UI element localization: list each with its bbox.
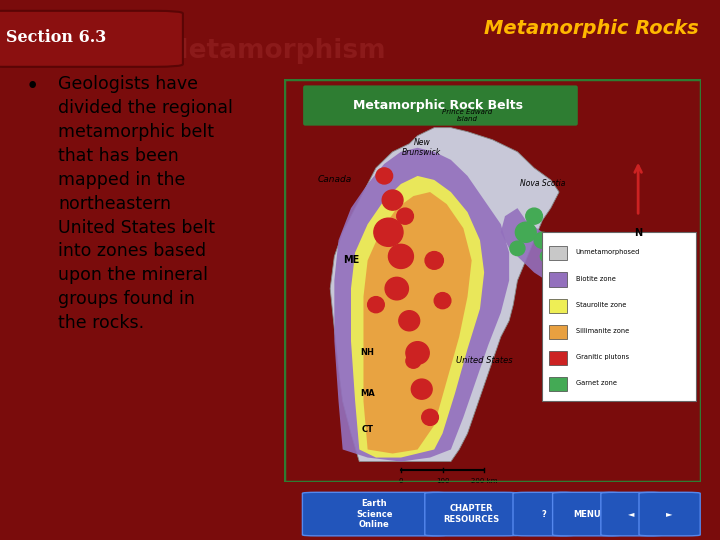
Text: Canada: Canada: [318, 176, 352, 185]
Circle shape: [376, 168, 392, 184]
Circle shape: [399, 310, 420, 331]
FancyBboxPatch shape: [513, 492, 575, 536]
FancyBboxPatch shape: [425, 492, 518, 536]
Polygon shape: [330, 127, 559, 462]
Circle shape: [411, 379, 432, 399]
Circle shape: [368, 296, 384, 313]
Text: Nova Scotia: Nova Scotia: [520, 179, 565, 188]
Circle shape: [510, 241, 525, 255]
Text: Biotite zone: Biotite zone: [576, 275, 616, 281]
Circle shape: [382, 190, 403, 210]
Text: Staurolite zone: Staurolite zone: [576, 302, 626, 308]
Polygon shape: [364, 192, 472, 454]
Circle shape: [406, 342, 429, 364]
Text: United States: United States: [456, 356, 513, 366]
Text: Garnet zone: Garnet zone: [576, 380, 617, 386]
Circle shape: [406, 354, 421, 368]
Polygon shape: [501, 208, 559, 280]
Bar: [549, 246, 567, 260]
Text: N: N: [634, 228, 642, 238]
Bar: [542, 232, 696, 401]
Text: MA: MA: [360, 389, 375, 397]
Bar: [549, 351, 567, 365]
Polygon shape: [351, 176, 484, 457]
Text: 0: 0: [399, 478, 403, 484]
Text: Granitic plutons: Granitic plutons: [576, 354, 629, 360]
Text: CHAPTER
RESOURCES: CHAPTER RESOURCES: [444, 504, 500, 524]
Text: •: •: [25, 75, 39, 98]
Bar: [549, 377, 567, 391]
Text: ME: ME: [343, 255, 359, 266]
FancyBboxPatch shape: [303, 85, 577, 126]
Text: Unmetamorphosed: Unmetamorphosed: [576, 249, 640, 255]
Text: Section 6.3: Section 6.3: [6, 29, 106, 45]
Polygon shape: [334, 148, 509, 462]
Text: Metamorphic Rocks: Metamorphic Rocks: [484, 19, 698, 38]
Circle shape: [385, 278, 408, 300]
Text: Sillimanite zone: Sillimanite zone: [576, 328, 629, 334]
Text: Types of Metamorphism: Types of Metamorphism: [30, 38, 386, 64]
Circle shape: [526, 208, 542, 224]
Text: New
Brunswick: New Brunswick: [402, 138, 441, 158]
Circle shape: [516, 222, 536, 242]
FancyBboxPatch shape: [553, 492, 621, 536]
FancyBboxPatch shape: [639, 492, 701, 536]
Circle shape: [425, 252, 444, 269]
Bar: [549, 273, 567, 287]
Text: ►: ►: [666, 510, 673, 518]
Bar: [549, 299, 567, 313]
Text: ?: ?: [541, 510, 546, 518]
Circle shape: [397, 208, 413, 224]
Circle shape: [422, 409, 438, 426]
Circle shape: [374, 218, 403, 246]
Text: 100: 100: [436, 478, 449, 484]
Text: CT: CT: [361, 425, 374, 434]
Text: 200 km: 200 km: [471, 478, 498, 484]
Bar: [549, 325, 567, 339]
FancyBboxPatch shape: [302, 492, 446, 536]
Text: Geologists have
divided the regional
metamorphic belt
that has been
mapped in th: Geologists have divided the regional met…: [58, 75, 233, 332]
Circle shape: [389, 244, 413, 268]
Text: NH: NH: [361, 348, 374, 357]
FancyBboxPatch shape: [601, 492, 662, 536]
Text: Prince Edward
Island: Prince Edward Island: [442, 109, 492, 122]
Text: ◄: ◄: [628, 510, 635, 518]
Circle shape: [434, 293, 451, 309]
Circle shape: [540, 251, 553, 262]
Text: Earth
Science
Online: Earth Science Online: [356, 499, 392, 529]
Circle shape: [534, 232, 551, 248]
Text: Metamorphic Rock Belts: Metamorphic Rock Belts: [354, 99, 523, 112]
Text: MENU: MENU: [573, 510, 600, 518]
FancyBboxPatch shape: [0, 11, 183, 67]
